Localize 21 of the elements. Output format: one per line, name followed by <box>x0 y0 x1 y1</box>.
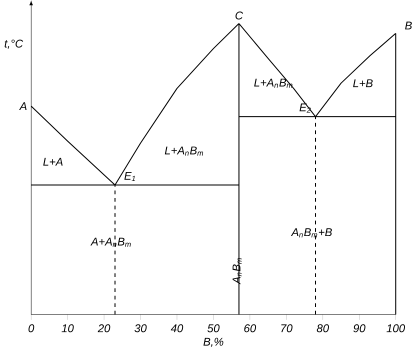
annotation: L+A <box>43 158 63 166</box>
x-tick-label: 0 <box>28 324 34 332</box>
annotation: B <box>405 22 412 30</box>
x-tick-label: 10 <box>62 324 74 332</box>
x-tick-label: 80 <box>316 324 329 332</box>
x-axis-title: B,% <box>203 338 224 347</box>
annotation: A <box>19 102 27 110</box>
annotation: L+B <box>353 79 373 87</box>
x-tick-label: 90 <box>353 324 366 332</box>
x-tick-label: 100 <box>386 324 406 332</box>
annotation: C <box>236 11 244 20</box>
x-tick-label: 30 <box>134 324 147 332</box>
x-tick-label: 60 <box>244 324 256 332</box>
annotation: L+A$_{n}$B$_{m}$ <box>164 146 204 156</box>
annotation: E$_{1}$ <box>124 172 136 181</box>
x-tick-label: 70 <box>281 324 293 332</box>
annotation: A$_{n}$B$_{m}$+B <box>290 228 332 238</box>
y-axis-title: t,°C <box>4 39 24 49</box>
x-tick-label: 50 <box>207 324 220 332</box>
x-tick-label: 20 <box>98 324 110 332</box>
x-tick-label: 40 <box>170 324 184 332</box>
